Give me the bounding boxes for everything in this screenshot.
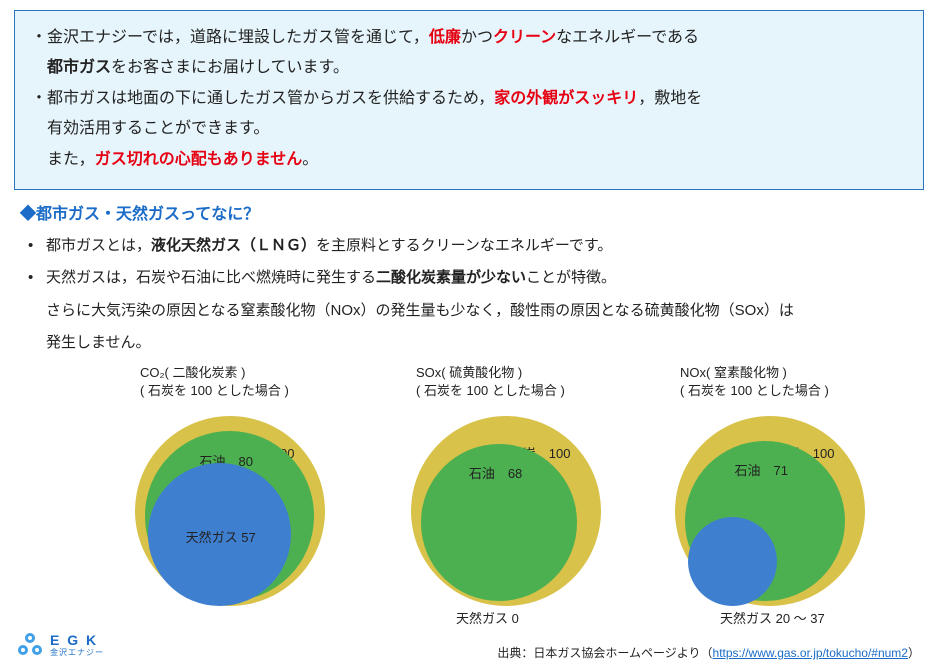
text: ことが特徴。 <box>526 269 616 286</box>
bullet-continuation: 発生しません。 <box>28 329 910 358</box>
source-link[interactable]: https://www.gas.or.jp/tokucho/#num2 <box>713 646 908 660</box>
highlight-bold: 都市ガス <box>47 59 111 76</box>
highlight-red: クリーン <box>493 29 556 46</box>
chart-value-label: 石油 71 <box>735 460 788 479</box>
text: ） <box>908 646 920 660</box>
chart-below-label: 天然ガス 0 <box>456 608 519 627</box>
text <box>31 59 47 76</box>
logo-subtext: 金沢エナジー <box>50 647 104 658</box>
highlight-red: 低廉 <box>429 29 461 46</box>
info-line-3: ・都市ガスは地面の下に通したガス管からガスを供給するため，家の外観がスッキリ，敷… <box>31 84 907 114</box>
bullet-item: 天然ガスは，石炭や石油に比べ燃焼時に発生する二酸化炭素量が少ないことが特徴。 <box>28 264 910 293</box>
info-line-5: また，ガス切れの心配もありません。 <box>31 145 907 175</box>
text: CO₂( 二酸化炭素 ) <box>140 364 360 382</box>
highlight-bold: 液化天然ガス（ＬＮＧ） <box>151 237 316 254</box>
text: SOx( 硫黄酸化物 ) <box>416 364 636 382</box>
info-line-1: ・金沢エナジーでは，道路に埋設したガス管を通じて，低廉かつクリーンなエネルギーで… <box>31 23 907 53</box>
comparison-chart: SOx( 硫黄酸化物 )( 石炭を 100 とした場合 ) 石炭 100石油 68… <box>376 364 636 606</box>
text: 都市ガスとは， <box>46 237 151 254</box>
highlight-red: ガス切れの心配もありません <box>95 151 303 168</box>
info-line-4: 有効活用することができます。 <box>31 114 907 144</box>
chart-circles: 石炭 100石油 71 <box>640 406 900 606</box>
chart-title: CO₂( 二酸化炭素 )( 石炭を 100 とした場合 ) <box>140 364 360 400</box>
chart-value-label: 石油 68 <box>469 463 522 482</box>
chart-below-label: 天然ガス 20 ～ 37 <box>720 608 825 627</box>
text: また， <box>31 151 95 168</box>
logo-icon <box>16 631 44 659</box>
text: ( 石炭を 100 とした場合 ) <box>680 382 900 400</box>
section-title: ◆都市ガス・天然ガスってなに？ <box>20 200 918 224</box>
text: ・都市ガスは地面の下に通したガス管からガスを供給するため， <box>31 90 494 107</box>
source-citation: 出典：日本ガス協会ホームページより（https://www.gas.or.jp/… <box>497 644 920 661</box>
highlight-red: 家の外観がスッキリ <box>494 90 638 107</box>
highlight-bold: 二酸化炭素量が少ない <box>376 269 526 286</box>
chart-value-label: 天然ガス 57 <box>186 527 256 546</box>
text: ，敷地を <box>638 90 702 107</box>
chart-circle <box>688 517 777 606</box>
logo-text: E G K <box>50 633 104 647</box>
text: ・金沢エナジーでは，道路に埋設したガス管を通じて， <box>31 29 429 46</box>
text: なエネルギーである <box>556 29 699 46</box>
chart-title: SOx( 硫黄酸化物 )( 石炭を 100 とした場合 ) <box>416 364 636 400</box>
chart-circles: 石炭 100石油 80天然ガス 57 <box>100 406 360 606</box>
text: 出典：日本ガス協会ホームページより（ <box>497 646 712 660</box>
chart-circles: 石炭 100石油 68 <box>376 406 636 606</box>
text: 天然ガスは，石炭や石油に比べ燃焼時に発生する <box>46 269 376 286</box>
text: かつ <box>461 29 493 46</box>
info-line-2: 都市ガスをお客さまにお届けしています。 <box>31 53 907 83</box>
bullet-list: 都市ガスとは，液化天然ガス（ＬＮＧ）を主原料とするクリーンなエネルギーです。 天… <box>28 232 910 358</box>
text: をお客さまにお届けしています。 <box>111 59 349 76</box>
bullet-item: 都市ガスとは，液化天然ガス（ＬＮＧ）を主原料とするクリーンなエネルギーです。 <box>28 232 910 261</box>
text: ( 石炭を 100 とした場合 ) <box>416 382 636 400</box>
comparison-chart: NOx( 窒素酸化物 )( 石炭を 100 とした場合 ) 石炭 100石油 71… <box>640 364 900 606</box>
charts-area: CO₂( 二酸化炭素 )( 石炭を 100 とした場合 )石炭 100石油 80… <box>0 364 938 644</box>
bullet-continuation: さらに大気汚染の原因となる窒素酸化物（NOx）の発生量も少なく，酸性雨の原因とな… <box>28 297 910 326</box>
text: ( 石炭を 100 とした場合 ) <box>140 382 360 400</box>
text: を主原料とするクリーンなエネルギーです。 <box>316 237 612 254</box>
info-box: ・金沢エナジーでは，道路に埋設したガス管を通じて，低廉かつクリーンなエネルギーで… <box>14 10 924 190</box>
text: 。 <box>302 151 318 168</box>
logo: E G K 金沢エナジー <box>16 631 104 659</box>
text: NOx( 窒素酸化物 ) <box>680 364 900 382</box>
comparison-chart: CO₂( 二酸化炭素 )( 石炭を 100 とした場合 ) 石炭 100石油 80… <box>100 364 360 606</box>
chart-title: NOx( 窒素酸化物 )( 石炭を 100 とした場合 ) <box>680 364 900 400</box>
